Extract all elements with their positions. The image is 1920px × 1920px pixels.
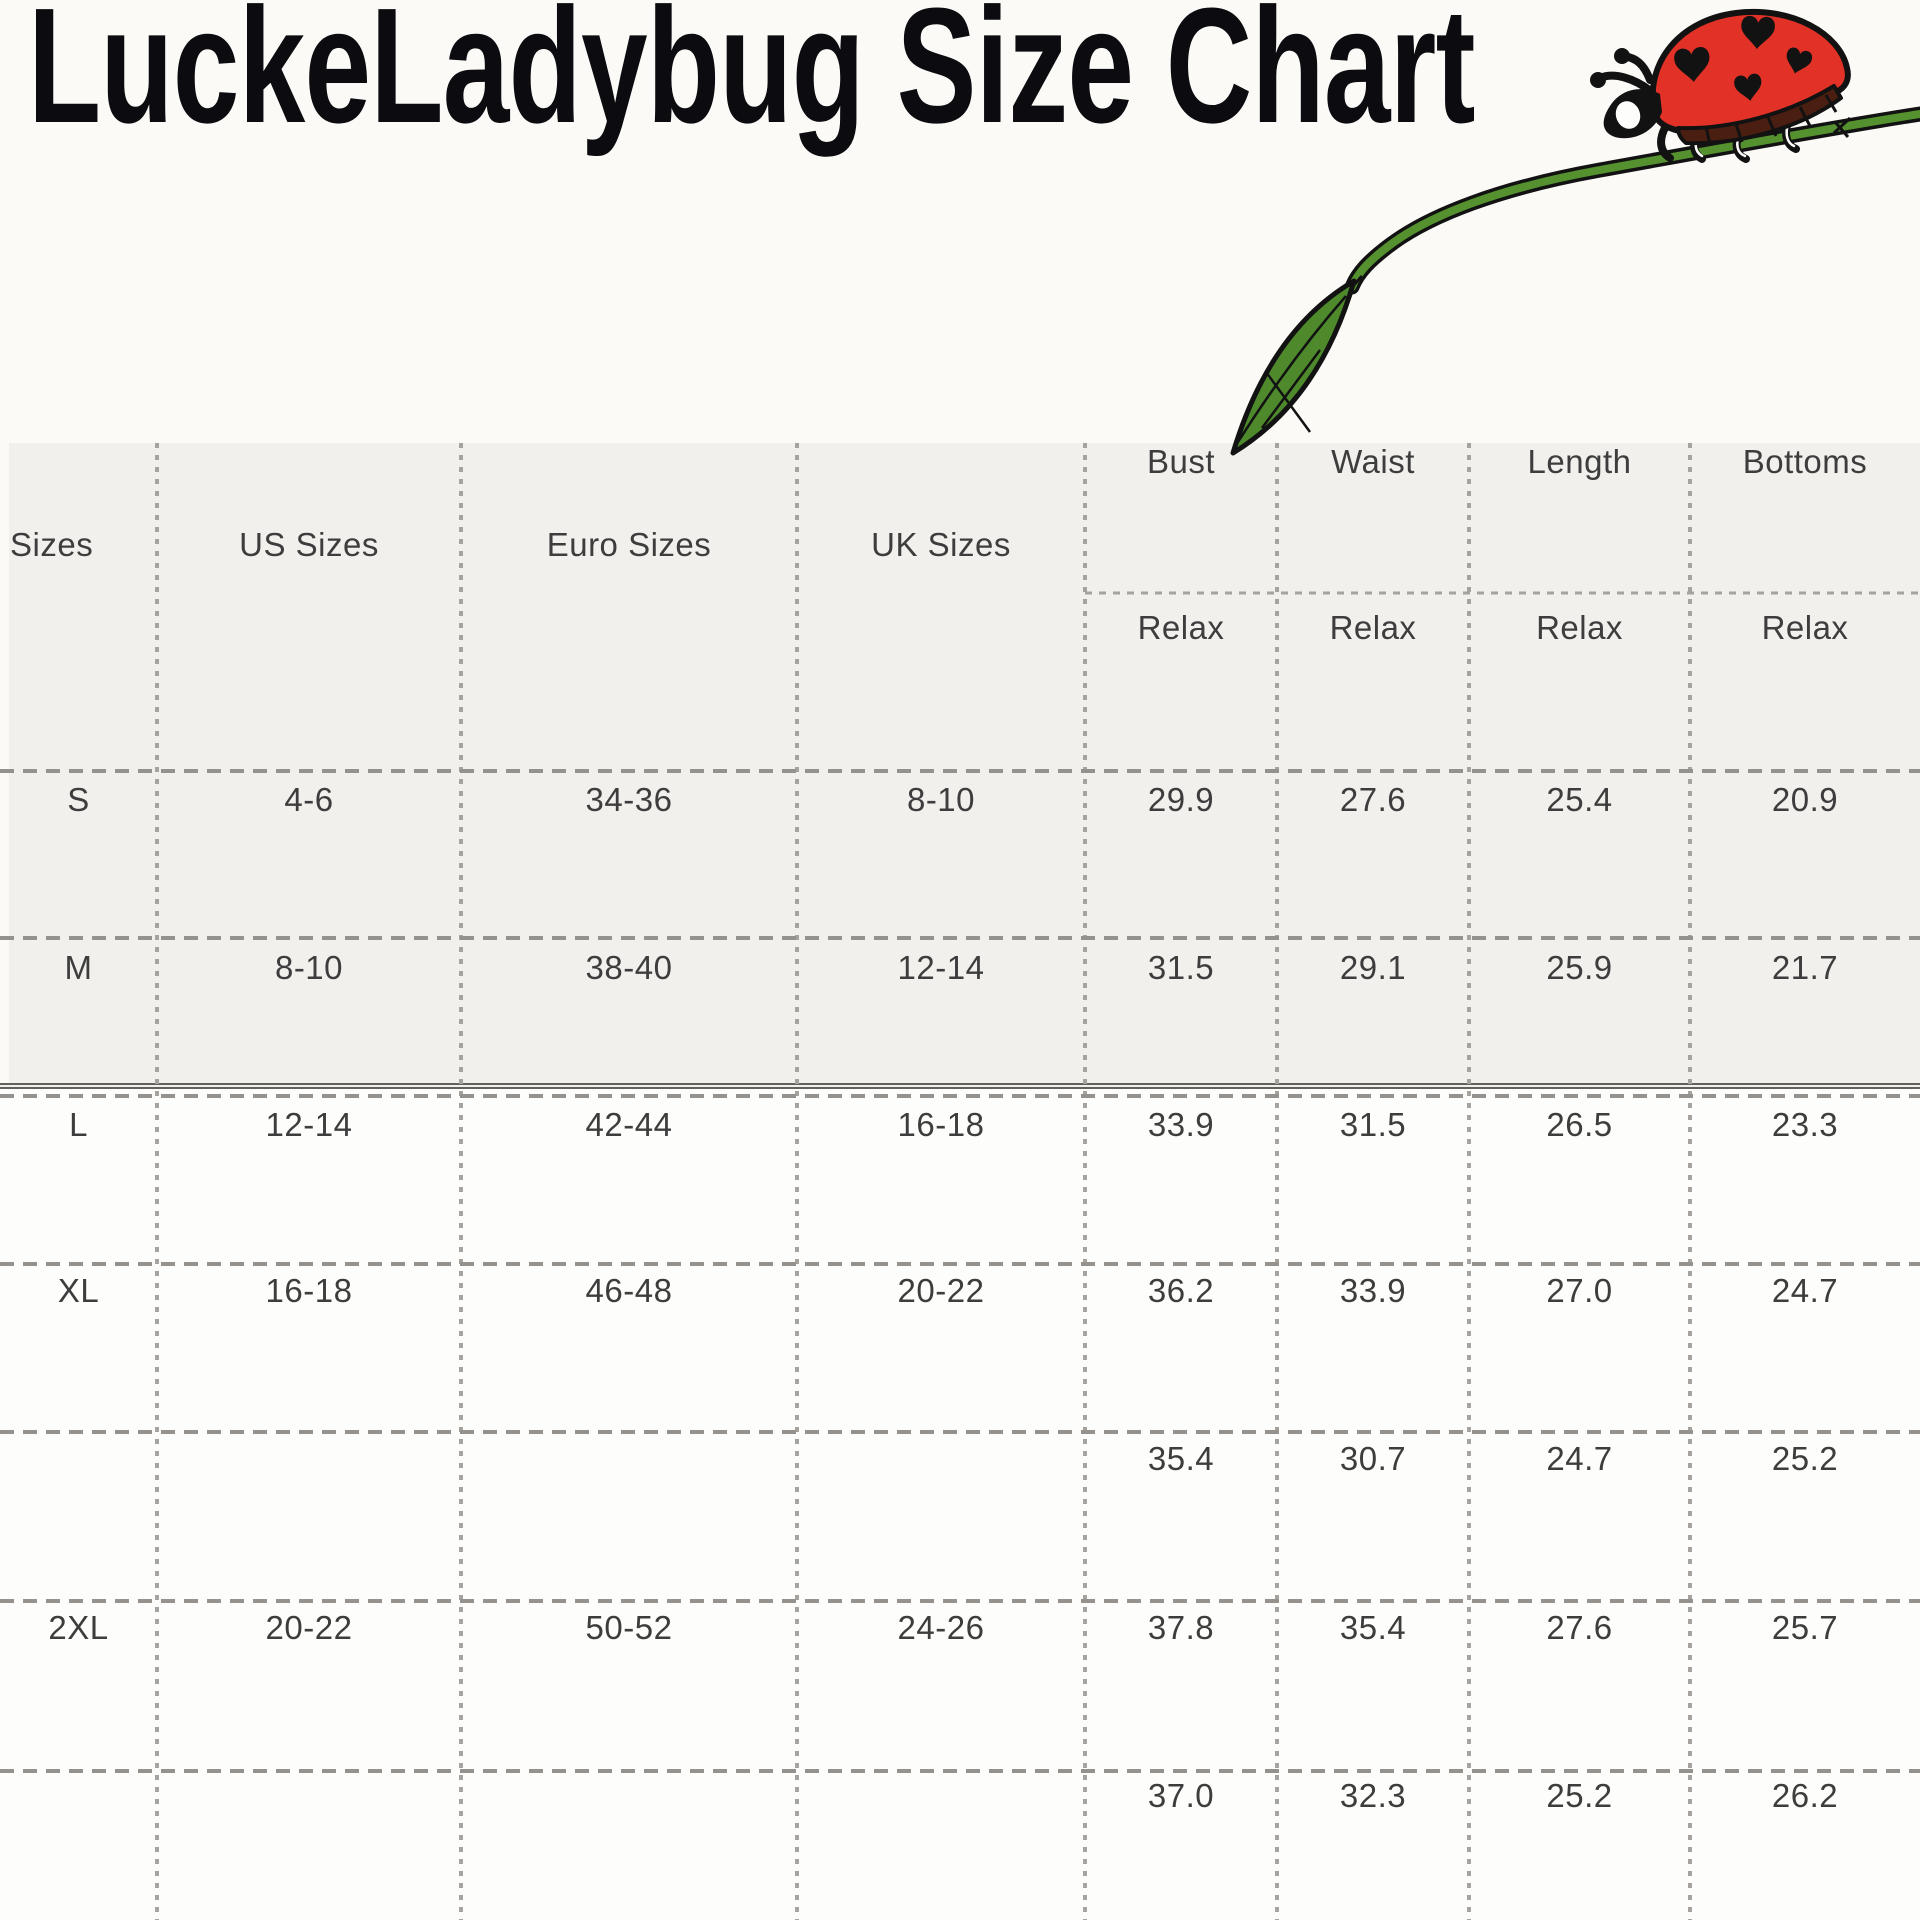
uk-size-cell [797,1774,1085,1818]
length-cell: 27.6 [1546,1609,1613,1646]
euro-size-cell: 50-52 [585,1609,673,1646]
us-size-cell: 4-6 [284,781,334,818]
length-cell: 25.9 [1546,949,1613,986]
fit-subheader-row: Relax Relax Relax Relax [0,606,1920,650]
waist-cell: 30.7 [1339,1440,1407,1477]
length-cell: 25.4 [1546,781,1613,818]
bottoms-cell: 25.2 [1771,1440,1839,1477]
us-size-cell: 20-22 [265,1609,353,1646]
uk-size-cell: 20-22 [897,1272,985,1309]
waist-cell: 31.5 [1339,1106,1407,1143]
bust-cell: 36.2 [1147,1272,1215,1309]
size-cell [0,1774,157,1818]
length-cell: 27.0 [1546,1272,1613,1309]
bottoms-cell: 26.2 [1771,1777,1839,1814]
waist-cell: 27.6 [1339,781,1407,818]
size-cell: M [64,949,93,986]
bust-cell: 37.0 [1147,1777,1215,1814]
euro-size-cell: 42-44 [585,1106,673,1143]
waist-cell: 32.3 [1339,1777,1407,1814]
length-cell: 24.7 [1546,1440,1613,1477]
bottoms-cell: 24.7 [1771,1272,1839,1309]
euro-size-cell: 46-48 [585,1272,673,1309]
table-row: L 12-14 42-44 16-18 33.9 31.5 26.5 23.3 [0,1103,1920,1147]
column-header-length: Length [1527,443,1632,480]
bust-cell: 33.9 [1147,1106,1215,1143]
waist-cell: 35.4 [1339,1609,1407,1646]
euro-size-cell: 34-36 [585,781,673,818]
bust-cell: 29.9 [1147,781,1215,818]
bust-cell: 37.8 [1147,1609,1215,1646]
length-cell: 26.5 [1546,1106,1613,1143]
bust-cell: 35.4 [1147,1440,1215,1477]
waist-cell: 29.1 [1339,949,1407,986]
table-row: M 8-10 38-40 12-14 31.5 29.1 25.9 21.7 [0,946,1920,990]
euro-size-cell [461,1437,797,1481]
size-cell: L [69,1106,88,1143]
size-cell: 2XL [48,1609,109,1646]
bust-cell: 31.5 [1147,949,1215,986]
table-row: 37.0 32.3 25.2 26.2 [0,1774,1920,1818]
header-panel-background [0,443,1920,1089]
euro-size-cell: 38-40 [585,949,673,986]
column-header-bottoms: Bottoms [1742,443,1868,480]
lower-background [0,1089,1920,1920]
column-header-uk-sizes: UK Sizes [871,526,1011,563]
size-header-row: Sizes US Sizes Euro Sizes UK Sizes [0,523,1920,567]
size-cell: S [67,781,90,818]
table-row: 35.4 30.7 24.7 25.2 [0,1437,1920,1481]
fit-label-bottoms: Relax [1761,609,1849,646]
uk-size-cell: 24-26 [897,1609,985,1646]
fit-label-length: Relax [1536,609,1623,646]
euro-size-cell [461,1774,797,1818]
column-header-sizes: Sizes [10,526,94,563]
us-size-cell: 16-18 [265,1272,353,1309]
column-header-euro-sizes: Euro Sizes [546,526,712,563]
waist-cell: 33.9 [1339,1272,1407,1309]
column-header-us-sizes: US Sizes [239,526,379,563]
column-header-bust: Bust [1146,443,1216,480]
page-title: LuckeLadybug Size Chart [28,0,1475,157]
bottoms-cell: 25.7 [1771,1609,1839,1646]
table-row: XL 16-18 46-48 20-22 36.2 33.9 27.0 24.7 [0,1269,1920,1313]
uk-size-cell: 8-10 [906,781,976,818]
us-size-cell: 12-14 [265,1106,353,1143]
table-row: S 4-6 34-36 8-10 29.9 27.6 25.4 20.9 [0,778,1920,822]
us-size-cell [157,1437,461,1481]
fit-label-bust: Relax [1137,609,1225,646]
size-cell [0,1437,157,1481]
measurement-header-row: Bust Waist Length Bottoms [0,440,1920,484]
size-cell: XL [57,1272,100,1309]
us-size-cell [157,1774,461,1818]
uk-size-cell: 12-14 [897,949,985,986]
bottoms-cell: 20.9 [1771,781,1839,818]
fit-label-waist: Relax [1329,609,1417,646]
uk-size-cell [797,1437,1085,1481]
bottoms-cell: 21.7 [1771,949,1839,986]
table-row: 2XL 20-22 50-52 24-26 37.8 35.4 27.6 25.… [0,1606,1920,1650]
us-size-cell: 8-10 [274,949,344,986]
length-cell: 25.2 [1546,1777,1613,1814]
column-header-waist: Waist [1331,443,1415,480]
bottoms-cell: 23.3 [1771,1106,1839,1143]
uk-size-cell: 16-18 [897,1106,985,1143]
panel-left-margin [0,443,9,1083]
